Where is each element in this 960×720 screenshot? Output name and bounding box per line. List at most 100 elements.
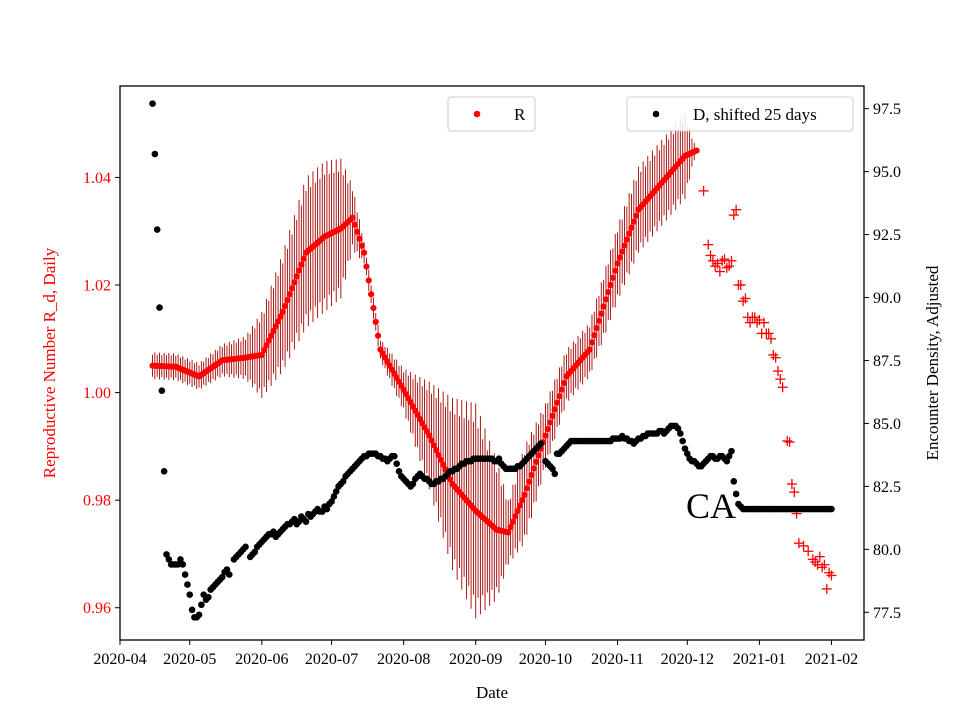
r-point [349,214,356,221]
r-point [509,518,517,525]
y-left-tick-label: 0.96 [83,600,111,617]
x-tick-label: 2020-05 [163,651,216,668]
d-point [151,150,159,158]
r-point [519,497,526,504]
y-right-tick-label: 77.5 [873,605,901,622]
r-point [693,147,700,154]
r-point [284,296,291,304]
d-point [251,548,259,556]
d-point [728,447,735,455]
r-point [598,310,605,317]
y-right-tick-label: 87.5 [873,353,901,370]
d-point [730,478,738,485]
d-point [163,551,170,558]
r-point [630,218,637,225]
y-right-tick-label: 92.5 [873,227,901,244]
r-point [633,212,640,219]
r-point [286,291,293,298]
d-point [395,467,403,475]
r-point [428,437,435,444]
legend-r-frame [447,96,536,132]
y-left-tick-label: 1.04 [83,170,111,187]
d-point [328,498,335,505]
d-point [184,581,191,588]
legend-r: R [447,96,536,132]
r-point [507,523,514,531]
y-axis-left-label: Reproductive Number R_d, Daily [40,247,59,478]
r-point [547,419,554,426]
r-point [621,242,628,249]
d-point [409,480,417,488]
d-point [160,467,168,475]
r-point [272,323,279,330]
r-point [551,406,558,413]
r-point [363,263,370,270]
y-right-tick-label: 95.0 [873,164,901,181]
legend-d-frame [626,96,854,132]
r-point [354,228,361,235]
d-point [393,460,400,468]
d-point [674,425,682,432]
d-series-layer [149,100,835,621]
r-point [612,267,619,274]
x-tick-label: 2020-09 [449,651,502,668]
r-point [275,318,282,325]
r-point [549,412,556,419]
d-point [177,556,184,563]
r-point [516,502,524,509]
d-point [679,437,686,445]
r-point [263,342,270,349]
r-point [361,249,368,256]
r-point [623,236,630,243]
d-point [225,571,233,578]
x-tick-label: 2020-06 [235,651,288,668]
x-tick-label: 2020-10 [519,651,572,668]
r-point [554,399,561,406]
d-point [242,543,249,551]
r-point [609,274,617,281]
r-point [558,386,565,393]
r-point [288,285,296,292]
r-point [533,458,540,466]
r-point [505,529,512,536]
r-point [261,347,268,354]
y-left-tick-label: 1.02 [83,278,111,295]
legend-d-marker [652,110,660,118]
r-point [512,513,519,520]
r-point [291,279,298,286]
r-point [593,324,600,332]
r-point [356,235,363,242]
d-point [302,518,310,525]
y-right-tick-label: 82.5 [873,479,901,496]
y-right-tick-label: 80.0 [873,542,901,559]
r-point [595,317,603,324]
d-point [828,505,835,513]
r-point [602,296,610,303]
r-point [619,248,626,255]
d-point [179,561,187,568]
r-point [586,346,593,353]
r-point [530,465,537,472]
r-point [351,221,358,228]
d-point [551,470,559,478]
r-point [268,332,275,339]
legend-d-label: D, shifted 25 days [693,105,817,124]
d-point [677,430,684,437]
d-point [537,440,545,447]
r-point [295,267,303,274]
d-point [158,387,166,395]
x-tick-label: 2020-08 [377,651,430,668]
d-point [495,455,503,462]
r-point [265,337,272,344]
r-point [374,332,382,339]
r-point [542,432,549,439]
r-series-layer [149,147,700,536]
r-point [365,277,372,284]
x-axis: 2020-04 2020-05 2020-06 2020-07 2020-08 2020-… [93,640,858,668]
r-point [614,260,621,267]
legend-r-label: R [514,105,526,124]
r-point [600,303,607,310]
r-point [277,313,284,320]
d-point [723,457,731,465]
y-left-tick-label: 0.98 [83,493,111,510]
